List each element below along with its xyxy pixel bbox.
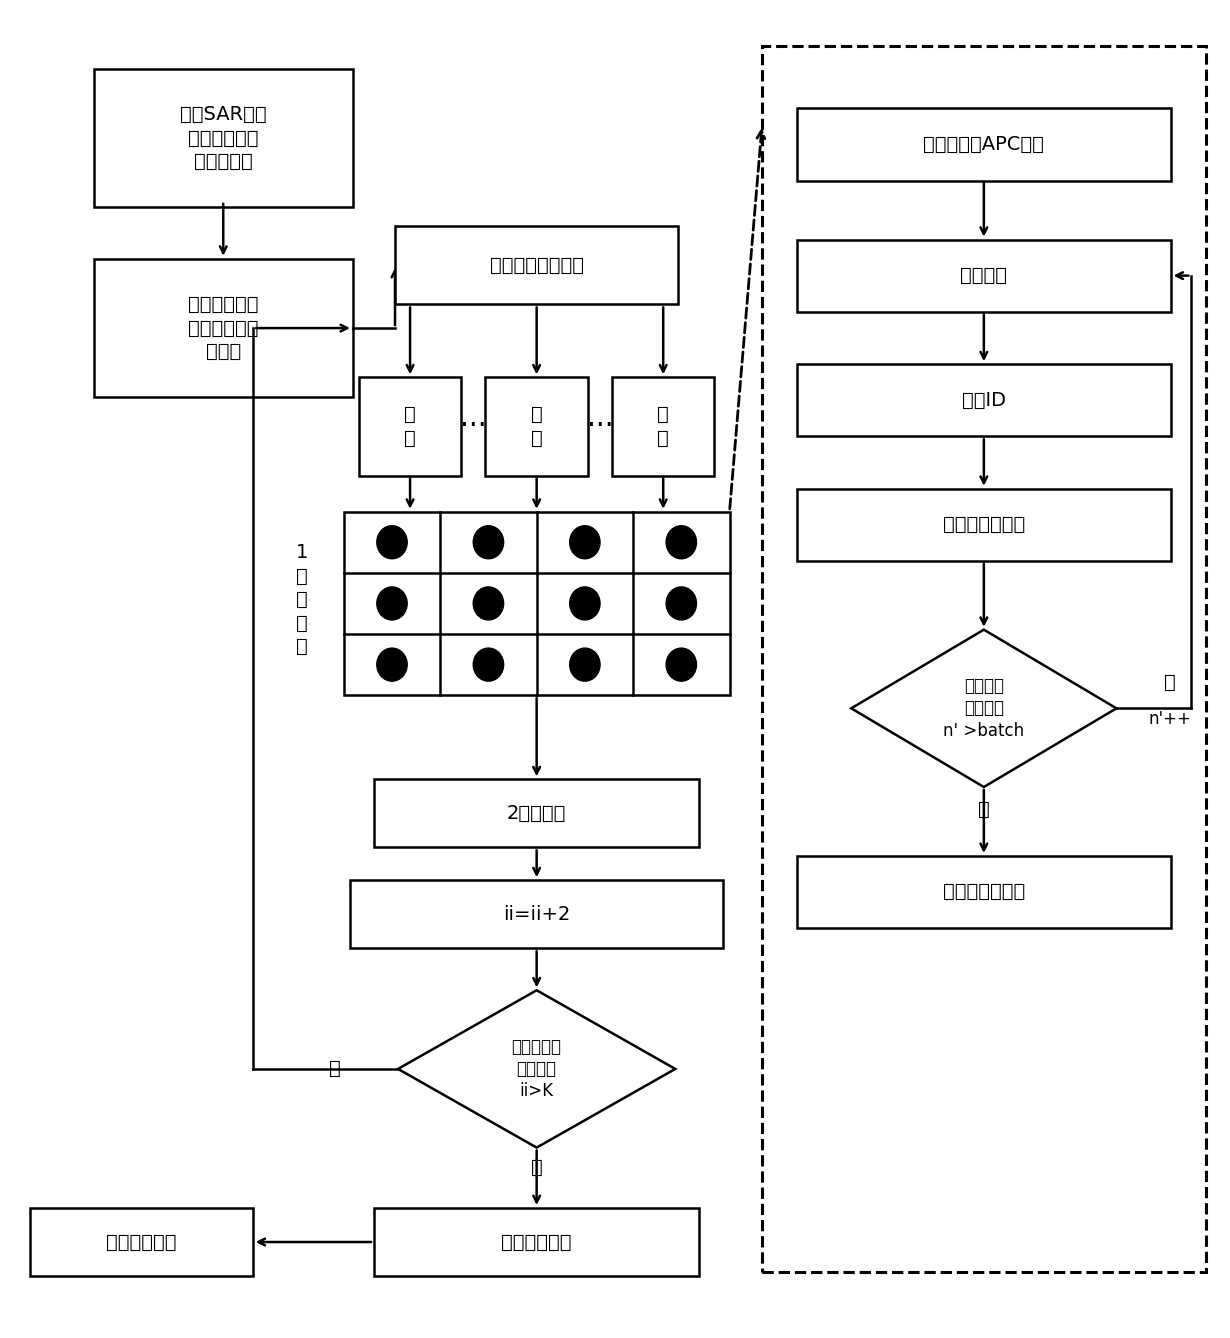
Text: 1
号
流
内
核: 1 号 流 内 核 — [295, 543, 308, 656]
Circle shape — [667, 648, 696, 681]
Text: ii=ii+2: ii=ii+2 — [503, 904, 571, 923]
Text: n'++: n'++ — [1148, 710, 1191, 728]
Circle shape — [569, 648, 600, 681]
FancyBboxPatch shape — [797, 364, 1171, 436]
Text: 单块数据
处理完毕
n' >batch: 单块数据 处理完毕 n' >batch — [943, 677, 1025, 740]
Polygon shape — [851, 630, 1117, 787]
FancyBboxPatch shape — [349, 880, 723, 949]
Text: ···: ··· — [587, 412, 614, 440]
Text: 计算ID: 计算ID — [962, 391, 1006, 409]
Text: 成像结果叠加: 成像结果叠加 — [502, 1232, 572, 1251]
FancyBboxPatch shape — [374, 779, 700, 847]
FancyBboxPatch shape — [613, 377, 715, 475]
FancyBboxPatch shape — [374, 1208, 700, 1276]
FancyBboxPatch shape — [30, 1208, 253, 1276]
Text: 是: 是 — [531, 1157, 542, 1177]
Text: 否: 否 — [330, 1060, 341, 1078]
Text: 补偿相位并叠加: 补偿相位并叠加 — [942, 515, 1025, 534]
Circle shape — [474, 648, 503, 681]
Circle shape — [667, 526, 696, 559]
FancyBboxPatch shape — [797, 240, 1171, 312]
Text: 计算斜距: 计算斜距 — [961, 266, 1007, 285]
Text: 否: 否 — [1164, 673, 1176, 692]
Text: 方位向数据
处理完毕
ii>K: 方位向数据 处理完毕 ii>K — [512, 1038, 562, 1100]
Text: 2号流内核: 2号流内核 — [507, 804, 566, 823]
Circle shape — [376, 587, 407, 619]
Text: 读取SAR原始
数据，并初始
化系统参数: 读取SAR原始 数据，并初始 化系统参数 — [180, 104, 267, 171]
FancyBboxPatch shape — [797, 856, 1171, 929]
FancyBboxPatch shape — [763, 45, 1205, 1272]
FancyBboxPatch shape — [359, 377, 461, 475]
Text: 是: 是 — [978, 800, 990, 819]
Text: ···: ··· — [460, 412, 487, 440]
Text: 线
程: 线 程 — [657, 405, 669, 448]
Text: 线
程: 线 程 — [531, 405, 542, 448]
FancyBboxPatch shape — [93, 70, 353, 207]
Circle shape — [667, 587, 696, 619]
Circle shape — [376, 648, 407, 681]
Circle shape — [474, 587, 503, 619]
FancyBboxPatch shape — [344, 511, 729, 696]
Text: 输出成像结果: 输出成像结果 — [106, 1232, 177, 1251]
Polygon shape — [399, 990, 675, 1148]
Text: 输出单个像素点: 输出单个像素点 — [942, 882, 1025, 902]
Circle shape — [569, 587, 600, 619]
Circle shape — [474, 526, 503, 559]
Text: 线
程: 线 程 — [405, 405, 416, 448]
FancyBboxPatch shape — [797, 488, 1171, 561]
Circle shape — [376, 526, 407, 559]
FancyBboxPatch shape — [486, 377, 588, 475]
Text: 数据分块异步传输: 数据分块异步传输 — [490, 256, 584, 274]
Text: 分配主机端内
存，并传统方
法脉压: 分配主机端内 存，并传统方 法脉压 — [188, 296, 258, 361]
FancyArrowPatch shape — [729, 131, 765, 508]
FancyBboxPatch shape — [93, 260, 353, 397]
Circle shape — [569, 526, 600, 559]
FancyBboxPatch shape — [395, 226, 678, 305]
Text: 读取数据及APC轨迹: 读取数据及APC轨迹 — [924, 135, 1044, 154]
FancyBboxPatch shape — [797, 108, 1171, 181]
